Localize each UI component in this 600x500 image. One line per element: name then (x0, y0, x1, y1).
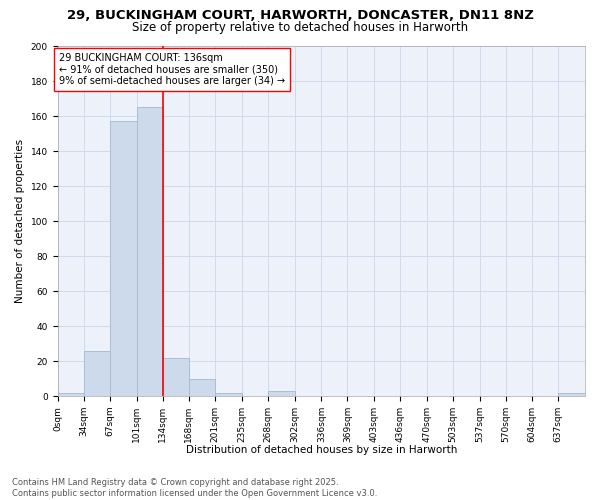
Bar (163, 358, 188, 396)
Bar (215, 392, 242, 396)
Bar (137, 108, 163, 396)
Text: Contains HM Land Registry data © Crown copyright and database right 2025.
Contai: Contains HM Land Registry data © Crown c… (12, 478, 377, 498)
Bar (84, 350, 110, 396)
Bar (188, 378, 215, 396)
Bar (268, 391, 295, 396)
Bar (110, 122, 137, 396)
Text: Size of property relative to detached houses in Harworth: Size of property relative to detached ho… (132, 21, 468, 34)
X-axis label: Distribution of detached houses by size in Harworth: Distribution of detached houses by size … (185, 445, 457, 455)
Bar (558, 392, 585, 396)
Text: 29, BUCKINGHAM COURT, HARWORTH, DONCASTER, DN11 8NZ: 29, BUCKINGHAM COURT, HARWORTH, DONCASTE… (67, 9, 533, 22)
Y-axis label: Number of detached properties: Number of detached properties (15, 139, 25, 303)
Bar (58, 392, 84, 396)
Text: 29 BUCKINGHAM COURT: 136sqm
← 91% of detached houses are smaller (350)
9% of sem: 29 BUCKINGHAM COURT: 136sqm ← 91% of det… (59, 53, 285, 86)
